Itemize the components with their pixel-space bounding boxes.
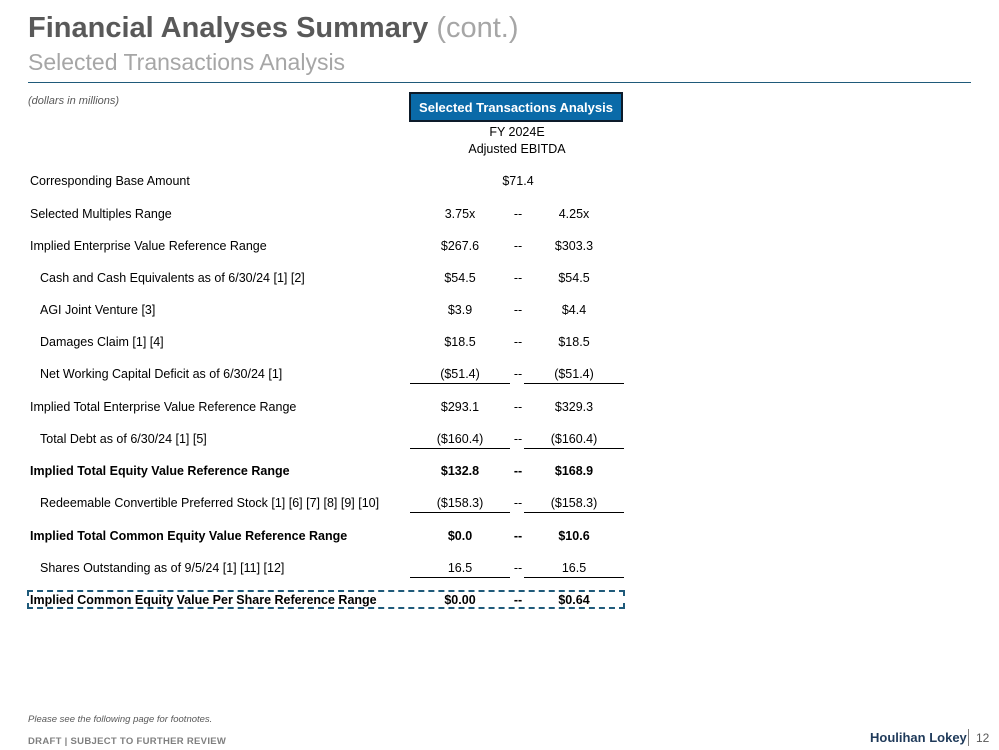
row-high-value: ($158.3): [524, 496, 624, 513]
row-high-value: $329.3: [554, 400, 594, 414]
table-row: Total Debt as of 6/30/24 [1] [5] ($160.4…: [0, 432, 640, 452]
row-dash: --: [513, 464, 523, 478]
table-row: Implied Enterprise Value Reference Range…: [0, 239, 640, 259]
row-high-value: 16.5: [524, 561, 624, 578]
table-row: Shares Outstanding as of 9/5/24 [1] [11]…: [0, 561, 640, 581]
row-dash: --: [513, 529, 523, 543]
table-row: Implied Total Common Equity Value Refere…: [0, 529, 640, 549]
row-high-value: $10.6: [558, 529, 590, 543]
footnote-note: Please see the following page for footno…: [28, 714, 213, 725]
page-number: 12: [976, 731, 990, 745]
row-dash: --: [513, 271, 523, 285]
row-high-value: $0.64: [558, 593, 590, 607]
row-low-value: $0.0: [447, 529, 473, 543]
page-subtitle: Selected Transactions Analysis: [28, 49, 346, 75]
footer-divider: [968, 729, 969, 746]
column-header-line1: FY 2024E: [489, 125, 545, 139]
row-low-value: $18.5: [444, 335, 476, 349]
row-label: Implied Enterprise Value Reference Range: [30, 239, 267, 253]
row-label: Selected Multiples Range: [30, 207, 172, 221]
row-low-value: $54.5: [444, 271, 476, 285]
row-dash: --: [513, 400, 523, 414]
title-main: Financial Analyses Summary: [28, 12, 429, 44]
row-low-value: $267.6: [440, 239, 480, 253]
row-low-value: 3.75x: [444, 207, 476, 221]
table-row: Corresponding Base Amount $71.4: [0, 174, 640, 194]
table-row: Net Working Capital Deficit as of 6/30/2…: [0, 367, 640, 387]
row-label: AGI Joint Venture [3]: [40, 303, 156, 317]
row-label: Total Debt as of 6/30/24 [1] [5]: [40, 432, 207, 446]
page-title: Financial Analyses Summary (cont.): [28, 12, 519, 45]
table-row: Damages Claim [1] [4] $18.5 -- $18.5: [0, 335, 640, 355]
row-high-value: ($160.4): [524, 432, 624, 449]
table-row: Implied Common Equity Value Per Share Re…: [0, 593, 640, 613]
brand-logo: Houlihan Lokey: [870, 730, 967, 745]
row-high-value: ($51.4): [524, 367, 624, 384]
row-low-value: $132.8: [440, 464, 480, 478]
table-row: Redeemable Convertible Preferred Stock […: [0, 496, 640, 516]
row-dash: --: [513, 561, 523, 575]
row-label: Shares Outstanding as of 9/5/24 [1] [11]…: [40, 561, 285, 575]
row-dash: --: [513, 207, 523, 221]
row-label: Net Working Capital Deficit as of 6/30/2…: [40, 367, 283, 381]
row-low-value: $293.1: [440, 400, 480, 414]
row-dash: --: [513, 239, 523, 253]
table-row: Cash and Cash Equivalents as of 6/30/24 …: [0, 271, 640, 291]
row-high-value: 4.25x: [558, 207, 590, 221]
table-row: Selected Multiples Range 3.75x -- 4.25x: [0, 207, 640, 227]
row-label: Implied Common Equity Value Per Share Re…: [30, 593, 377, 607]
row-high-value: $303.3: [554, 239, 594, 253]
row-high-value: $54.5: [558, 271, 590, 285]
row-low-value: $0.00: [444, 593, 476, 607]
column-header: FY 2024E Adjusted EBITDA: [409, 124, 625, 158]
row-dash: --: [513, 367, 523, 381]
row-low-value: ($160.4): [410, 432, 510, 449]
row-dash: --: [513, 593, 523, 607]
row-label: Implied Total Equity Value Reference Ran…: [30, 464, 290, 478]
title-cont: (cont.): [436, 12, 519, 44]
draft-label: DRAFT | SUBJECT TO FURTHER REVIEW: [28, 736, 227, 747]
row-high-value: $18.5: [558, 335, 590, 349]
table-row: AGI Joint Venture [3] $3.9 -- $4.4: [0, 303, 640, 323]
row-label: Redeemable Convertible Preferred Stock […: [40, 496, 380, 510]
analysis-header-box: Selected Transactions Analysis: [409, 92, 623, 122]
table-row: Implied Total Equity Value Reference Ran…: [0, 464, 640, 484]
row-label: Implied Total Common Equity Value Refere…: [30, 529, 348, 543]
header-rule: [28, 82, 971, 83]
row-label: Corresponding Base Amount: [30, 174, 190, 188]
column-header-line2: Adjusted EBITDA: [468, 142, 566, 156]
row-dash: --: [513, 303, 523, 317]
row-label: Cash and Cash Equivalents as of 6/30/24 …: [40, 271, 305, 285]
row-label: Implied Total Enterprise Value Reference…: [30, 400, 297, 414]
row-label: Damages Claim [1] [4]: [40, 335, 164, 349]
table-row: Implied Total Enterprise Value Reference…: [0, 400, 640, 420]
row-dash: --: [513, 432, 523, 446]
row-dash: --: [513, 496, 523, 510]
per-share-highlight-box: [27, 590, 625, 609]
units-note: (dollars in millions): [28, 95, 120, 107]
row-low-value: ($158.3): [410, 496, 510, 513]
row-value: $71.4: [502, 174, 534, 188]
row-high-value: $4.4: [561, 303, 587, 317]
row-high-value: $168.9: [554, 464, 594, 478]
row-low-value: $3.9: [447, 303, 473, 317]
row-low-value: ($51.4): [410, 367, 510, 384]
row-low-value: 16.5: [410, 561, 510, 578]
row-dash: --: [513, 335, 523, 349]
